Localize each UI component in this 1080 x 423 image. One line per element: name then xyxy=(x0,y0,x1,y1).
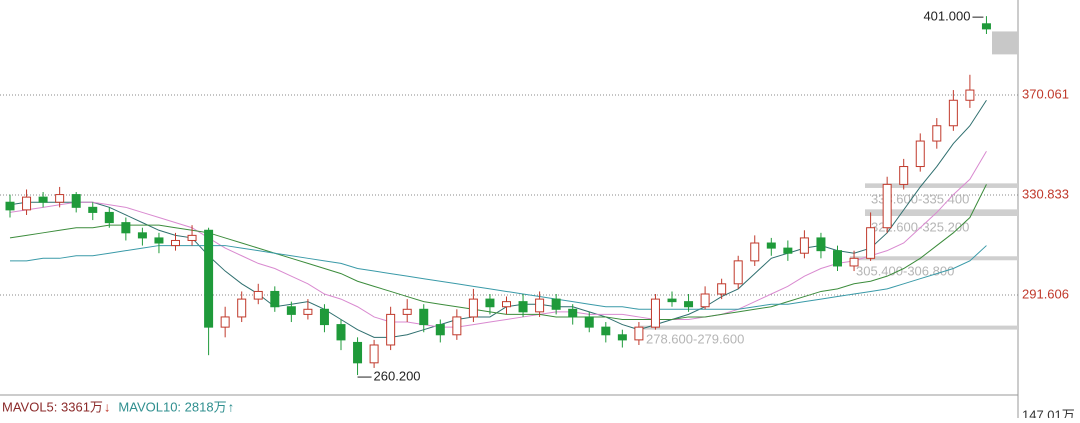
candle-body xyxy=(5,201,15,211)
candle-body xyxy=(369,344,379,364)
candle-body xyxy=(303,308,313,315)
zone-label: 333.600-335.400 xyxy=(871,191,969,206)
candle-body xyxy=(286,306,296,315)
candle-body xyxy=(485,298,495,308)
max-label: 401.000 xyxy=(923,9,970,24)
candle-body xyxy=(568,308,578,318)
ma-line xyxy=(9,99,987,338)
candle-body xyxy=(766,242,776,249)
candle-body xyxy=(783,247,793,254)
zone-label: 305.400-306.800 xyxy=(856,263,954,278)
candle-body xyxy=(38,196,48,203)
support-zone xyxy=(992,31,1018,55)
candle-body xyxy=(684,301,694,308)
candle-body xyxy=(220,316,230,328)
candle-body xyxy=(55,194,65,203)
candle-body xyxy=(518,301,528,313)
candle-body xyxy=(733,260,743,285)
volume-label: MAVOL10: 2818万 xyxy=(118,399,226,414)
y-tick-label: 330.833 xyxy=(1022,186,1069,201)
candle-body xyxy=(104,211,114,224)
candle-body xyxy=(336,324,346,341)
candle-body xyxy=(237,298,247,318)
candle-body xyxy=(617,334,627,341)
candle-body xyxy=(833,250,842,267)
support-zone xyxy=(850,256,1018,261)
candle-body xyxy=(551,298,561,310)
y-tick-label: 291.606 xyxy=(1022,286,1069,301)
volume-label: ↑ xyxy=(228,399,235,414)
candle-body xyxy=(535,298,545,313)
candle-body xyxy=(121,222,131,234)
min-label: 260.200 xyxy=(374,368,421,383)
candle-body xyxy=(253,290,263,300)
candle-body xyxy=(866,227,876,259)
candle-body xyxy=(799,237,809,254)
candle-body xyxy=(700,293,710,308)
support-zone xyxy=(865,183,1018,188)
candle-body xyxy=(601,326,611,336)
candle-body xyxy=(667,298,677,303)
candle-body xyxy=(204,229,214,328)
candle-body xyxy=(948,99,958,127)
volume-label: ↓ xyxy=(104,399,111,414)
candle-body xyxy=(502,301,511,308)
candle-body xyxy=(468,298,478,318)
candle-body xyxy=(137,232,147,239)
candle-body xyxy=(634,326,644,341)
candle-body xyxy=(816,237,826,252)
candle-body xyxy=(435,324,445,336)
candle-body xyxy=(353,341,363,364)
zone-label: 322.600-325.200 xyxy=(871,219,969,234)
candle-body xyxy=(899,166,909,185)
candle-body xyxy=(386,313,396,346)
ma-line xyxy=(9,184,987,320)
candle-body xyxy=(402,308,412,315)
candle-body xyxy=(717,283,727,295)
candle-body xyxy=(154,237,164,244)
volume-axis-label: 147.01万 xyxy=(1022,407,1075,418)
candle-body xyxy=(319,308,329,326)
candle-body xyxy=(22,196,32,211)
candle-body xyxy=(882,183,892,229)
candle-body xyxy=(270,290,280,308)
support-zone xyxy=(640,325,1018,330)
candle-body xyxy=(71,194,81,208)
y-tick-label: 370.061 xyxy=(1022,86,1069,101)
candle-body xyxy=(650,298,660,328)
candle-body xyxy=(932,125,942,142)
candle-body xyxy=(981,23,991,30)
volume-label: MAVOL5: 3361万 xyxy=(2,399,103,414)
candle-body xyxy=(849,257,859,267)
candle-body xyxy=(171,239,180,247)
candle-body xyxy=(88,206,98,213)
candle-body xyxy=(965,89,975,101)
candle-body xyxy=(419,308,429,326)
candle-body xyxy=(584,316,594,328)
candle-body xyxy=(750,242,760,262)
support-zone xyxy=(865,209,1018,216)
candle-body xyxy=(915,140,925,168)
candle-body xyxy=(187,234,197,241)
candle-body xyxy=(452,316,462,336)
ma-line xyxy=(9,150,987,328)
zone-label: 278.600-279.600 xyxy=(646,332,744,347)
